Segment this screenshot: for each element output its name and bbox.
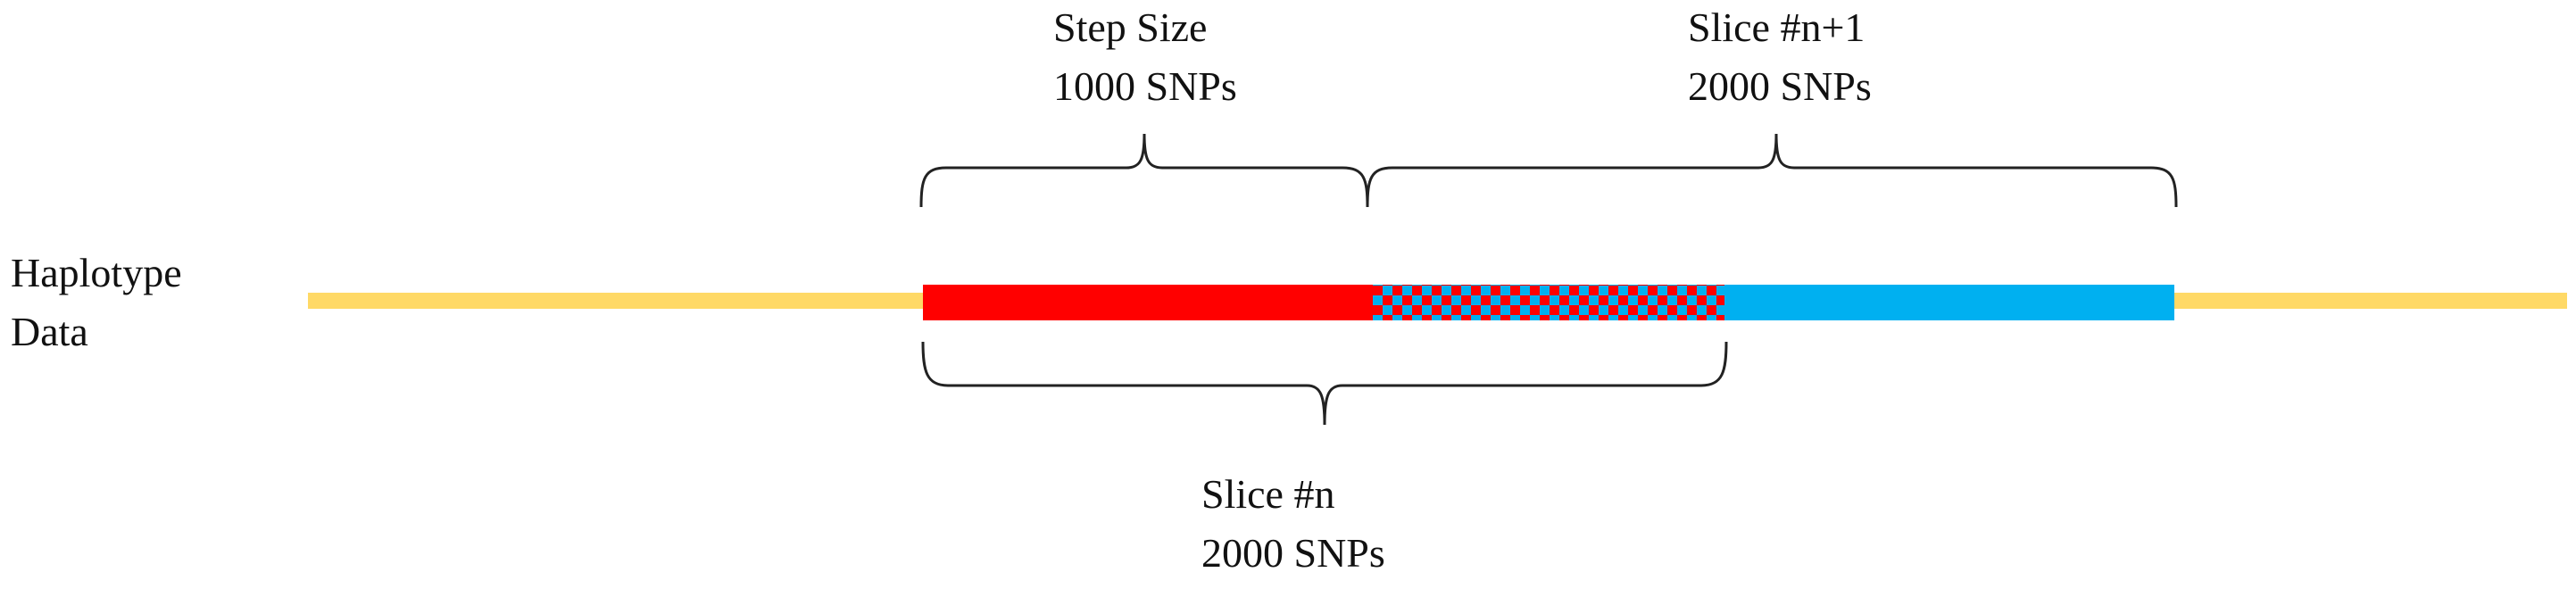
step-size-brace — [919, 133, 1369, 208]
slice-n-plus-1-brace — [1366, 133, 2178, 208]
slice-n-plus-1-label: Slice #n+1 2000 SNPs — [1688, 0, 1872, 116]
haplotype-label-line2: Data — [11, 309, 88, 354]
slice-n-brace — [921, 341, 1728, 426]
slice-n-plus-1-label-line2: 2000 SNPs — [1688, 63, 1872, 109]
overlap-segment — [1373, 285, 1724, 320]
slice-n-plus-1-label-line1: Slice #n+1 — [1688, 4, 1866, 50]
step-size-label-line2: 1000 SNPs — [1053, 63, 1237, 109]
step-size-label-line1: Step Size — [1053, 4, 1208, 50]
slice-n-label: Slice #n 2000 SNPs — [1201, 465, 1385, 583]
slice-n-segment — [923, 285, 1373, 320]
step-size-label: Step Size 1000 SNPs — [1053, 0, 1237, 116]
slice-n-plus-1-segment — [1724, 285, 2174, 320]
haplotype-data-label: Haplotype Data — [11, 244, 182, 361]
slice-n-label-line2: 2000 SNPs — [1201, 530, 1385, 576]
haplotype-label-line1: Haplotype — [11, 250, 182, 295]
slice-n-label-line1: Slice #n — [1201, 471, 1335, 517]
